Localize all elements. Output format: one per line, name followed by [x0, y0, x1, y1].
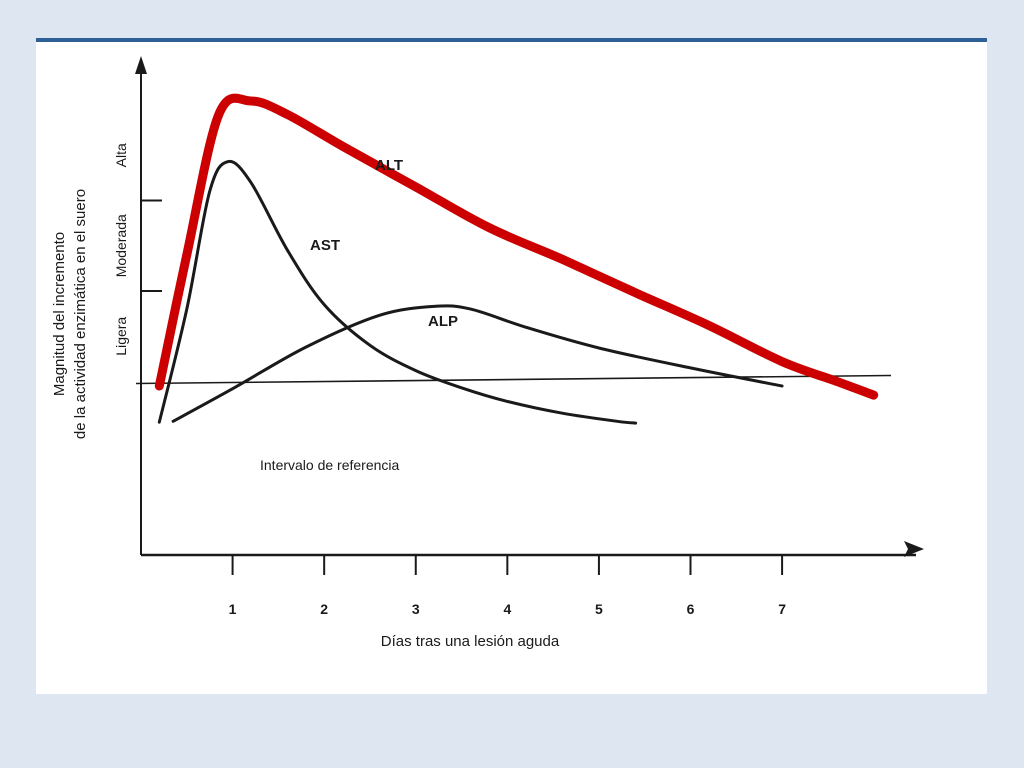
x-tick-label: 1 — [229, 601, 237, 617]
y-band-label-moderada: Moderada — [113, 214, 129, 277]
series-line-alt — [154, 93, 879, 400]
reference-line — [135, 374, 892, 385]
y-axis-title-line2: de la actividad enzimática en el suero — [72, 189, 89, 439]
slide-frame: Ligera Moderada Alta 1 2 3 4 5 6 7 AST ALP ALT Día… — [36, 38, 987, 694]
x-tick-label: 6 — [687, 601, 695, 617]
x-axis-arrow — [904, 541, 924, 557]
x-tick-label: 4 — [503, 601, 511, 617]
series-line-alp — [171, 304, 784, 423]
series-label-alt: ALT — [375, 157, 403, 174]
reference-label: Intervalo de referencia — [260, 457, 400, 473]
x-tick-label: 5 — [595, 601, 603, 617]
x-tick-label: 7 — [778, 601, 786, 617]
x-tick-label: 2 — [320, 601, 328, 617]
y-axis-arrow — [135, 56, 147, 74]
y-axis-title-line1: Magnitud del incremento — [51, 232, 68, 396]
series-line-ast — [157, 159, 638, 425]
x-axis-title: Días tras una lesión aguda — [381, 633, 560, 650]
enzyme-chart: Ligera Moderada Alta 1 2 3 4 5 6 7 AST ALP ALT Día… — [51, 56, 924, 650]
y-band-label-ligera: Ligera — [113, 317, 129, 356]
series-label-alp: ALP — [428, 313, 458, 330]
series-label-ast: AST — [310, 237, 340, 254]
x-tick-label: 3 — [412, 601, 420, 617]
y-band-label-alta: Alta — [113, 143, 129, 167]
